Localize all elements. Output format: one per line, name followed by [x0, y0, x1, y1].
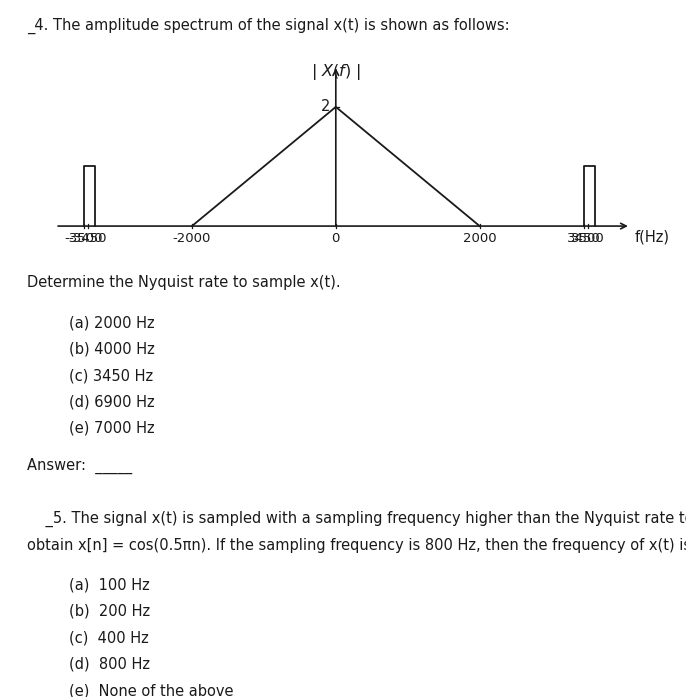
- Text: $|\ X(f)\ |$: $|\ X(f)\ |$: [311, 62, 361, 82]
- Text: 3500: 3500: [571, 232, 604, 245]
- Text: _5. The signal x(t) is sampled with a sampling frequency higher than the Nyquist: _5. The signal x(t) is sampled with a sa…: [27, 511, 686, 527]
- Text: (c)  400 Hz: (c) 400 Hz: [69, 630, 148, 645]
- Text: 3450: 3450: [567, 232, 601, 245]
- Text: -3500: -3500: [64, 232, 104, 245]
- Text: _4. The amplitude spectrum of the signal x(t) is shown as follows:: _4. The amplitude spectrum of the signal…: [27, 17, 510, 33]
- Text: f(Hz): f(Hz): [635, 229, 670, 244]
- Text: (a) 2000 Hz: (a) 2000 Hz: [69, 315, 154, 330]
- Text: (d) 6900 Hz: (d) 6900 Hz: [69, 395, 154, 410]
- Text: 2000: 2000: [463, 232, 497, 245]
- Text: 0: 0: [331, 232, 340, 245]
- Text: (b)  200 Hz: (b) 200 Hz: [69, 604, 150, 619]
- Text: (a)  100 Hz: (a) 100 Hz: [69, 577, 150, 592]
- Text: 2: 2: [320, 100, 330, 114]
- Text: Answer:  _____: Answer: _____: [27, 458, 132, 474]
- Text: (e) 7000 Hz: (e) 7000 Hz: [69, 421, 154, 436]
- Text: -2000: -2000: [173, 232, 211, 245]
- Text: (d)  800 Hz: (d) 800 Hz: [69, 657, 150, 672]
- Text: obtain x[n] = cos(0.5πn). If the sampling frequency is 800 Hz, then the frequenc: obtain x[n] = cos(0.5πn). If the samplin…: [27, 537, 686, 553]
- Text: Determine the Nyquist rate to sample x(t).: Determine the Nyquist rate to sample x(t…: [27, 275, 341, 291]
- Text: (b) 4000 Hz: (b) 4000 Hz: [69, 342, 154, 357]
- Text: (e)  None of the above: (e) None of the above: [69, 683, 233, 697]
- Text: -3450: -3450: [69, 232, 107, 245]
- Text: (c) 3450 Hz: (c) 3450 Hz: [69, 368, 153, 383]
